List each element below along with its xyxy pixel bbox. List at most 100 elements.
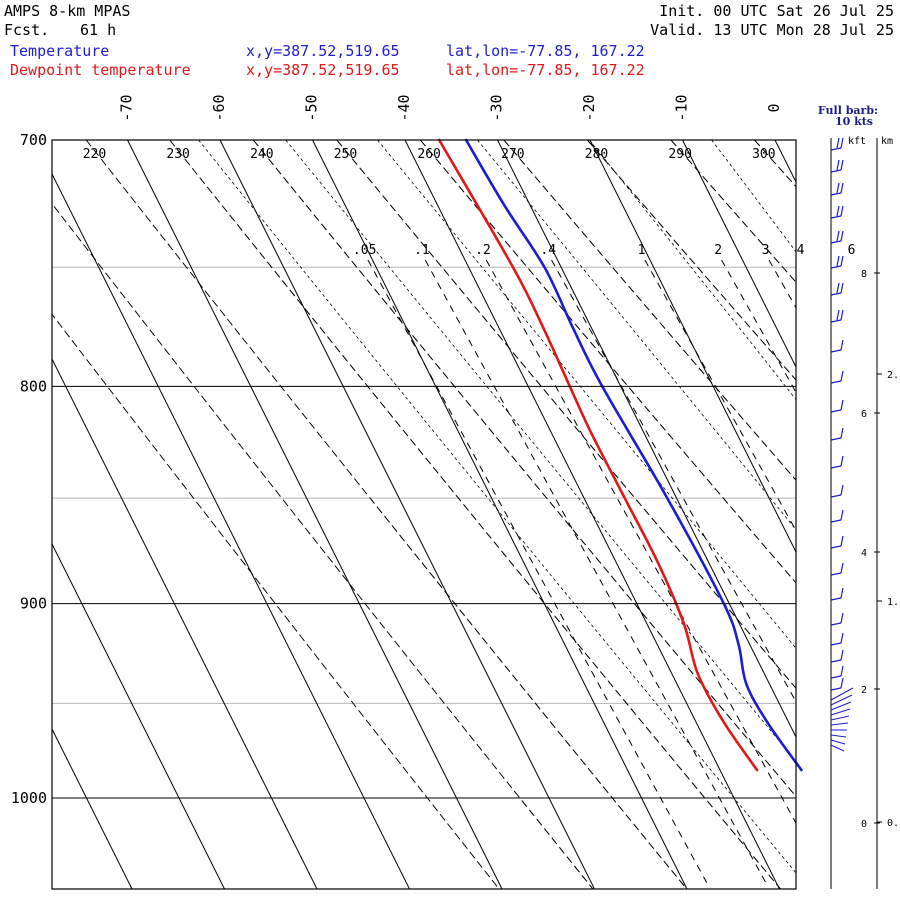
wind-barb: [830, 708, 851, 716]
mixing-ratio-label: .05: [353, 243, 376, 258]
dry-adiabat-label: 290: [668, 147, 691, 162]
isotherm-line: [774, 140, 796, 184]
dewpoint-profile-line: [437, 138, 759, 772]
mixing-ratio-line: [804, 260, 900, 884]
wind-barb: [830, 159, 844, 173]
wind-barb: [830, 455, 844, 469]
wind-barb: [830, 677, 844, 691]
valid-time: Valid. 13 UTC Mon 28 Jul 25: [650, 21, 894, 39]
wind-barb: [830, 649, 844, 663]
legend-temperature-latlon: lat,lon=-77.85, 167.22: [446, 42, 645, 60]
dry-adiabat-line: [52, 202, 594, 889]
dry-adiabat-line: [169, 140, 782, 889]
wind-barb: [830, 612, 844, 626]
legend-dewpoint-xy: x,y=387.52,519.65: [246, 61, 400, 79]
isotherm-line: [219, 140, 595, 889]
mixing-ratio-label: 6: [848, 243, 856, 258]
temperature-tick-label: -50: [303, 94, 321, 121]
temperature-tick-label: -30: [488, 94, 506, 121]
isotherm-line: [52, 357, 318, 889]
wind-barb: [830, 694, 853, 706]
moist-adiabat-line: [285, 140, 796, 762]
temperature-profile-line: [464, 138, 803, 772]
dry-adiabat-label: 220: [83, 147, 106, 162]
km-tick-label: 2.: [887, 370, 899, 381]
forecast-label: Fcst.: [4, 21, 50, 39]
dry-adiabat-label: 260: [417, 147, 440, 162]
dry-adiabat-line: [336, 140, 796, 690]
wind-barb: [830, 744, 845, 752]
isotherm-line: [497, 140, 796, 739]
wind-barb: [830, 509, 844, 523]
isotherm-line: [312, 140, 688, 889]
dry-adiabat-label: 300: [752, 147, 775, 162]
wind-barb: [830, 484, 844, 498]
mixing-ratio-label: 4: [797, 243, 805, 258]
wind-barb: [830, 255, 844, 269]
isotherm-line: [52, 542, 225, 889]
wind-barb: [830, 282, 844, 296]
wind-barb: [830, 587, 844, 601]
wind-barb: [830, 230, 844, 244]
mixing-ratio-line: [644, 259, 796, 532]
isotherm-line: [404, 140, 780, 889]
forecast-hours: 61 h: [80, 21, 117, 39]
dry-adiabat-label: 270: [501, 147, 524, 162]
model-title: AMPS 8-km MPAS: [4, 2, 131, 20]
moist-adiabat-line: [198, 140, 796, 874]
wind-panel-title: Full barb:: [818, 104, 878, 117]
mixing-ratio-label: .1: [414, 243, 430, 258]
moist-adiabat-line: [589, 140, 796, 401]
mixing-ratio-label: 1: [638, 243, 646, 258]
dry-adiabat-line: [503, 140, 796, 481]
wind-barb: [830, 562, 844, 576]
kft-tick-label: 8: [861, 269, 867, 280]
mixing-ratio-line: [367, 259, 708, 885]
mixing-ratio-line: [768, 259, 796, 309]
legend-dewpoint-name: Dewpoint temperature: [10, 61, 191, 79]
wind-barb: [830, 632, 844, 646]
temperature-tick-label: -70: [118, 94, 136, 121]
legend-temperature-xy: x,y=387.52,519.65: [246, 42, 400, 60]
isotherm-line: [589, 140, 796, 554]
moist-adiabat-line: [834, 140, 900, 884]
wind-barb: [830, 205, 844, 219]
legend-dewpoint-latlon: lat,lon=-77.85, 167.22: [446, 61, 645, 79]
mixing-ratio-label: 3: [762, 243, 770, 258]
temperature-tick-label: 0: [765, 103, 783, 112]
isotherm-line: [682, 140, 796, 369]
isotherm-line: [127, 140, 503, 889]
kft-axis-label: kft: [848, 136, 866, 147]
wind-barb: [830, 734, 847, 738]
moist-adiabat-line: [711, 140, 796, 253]
dry-adiabat-line: [419, 140, 796, 584]
wind-barb: [830, 665, 844, 679]
pressure-tick-label: 800: [20, 377, 47, 395]
wind-barb: [830, 339, 844, 353]
kft-tick-label: 6: [861, 409, 867, 420]
isotherm-line: [0, 140, 40, 889]
moist-adiabat-line: [377, 140, 796, 649]
wind-barb: [830, 399, 844, 413]
wind-barb: [830, 427, 844, 441]
dry-adiabat-label: 240: [250, 147, 273, 162]
kft-tick-label: 4: [861, 548, 867, 559]
mixing-ratio-label: .4: [540, 243, 556, 258]
mixing-ratio-line: [485, 259, 796, 825]
pressure-tick-label: 700: [20, 131, 47, 149]
isotherm-line: [52, 172, 410, 889]
dry-adiabat-line: [252, 140, 796, 798]
isotherm-line: [868, 140, 900, 889]
mixing-ratio-line: [551, 259, 796, 703]
wind-barb: [830, 739, 846, 745]
kft-tick-label: 2: [861, 685, 867, 696]
mixing-ratio-line: [721, 259, 796, 394]
wind-barb: [830, 182, 844, 196]
dry-adiabat-line: [670, 140, 796, 283]
wind-panel-units: 10 kts: [835, 115, 873, 128]
plot-frame: [51, 139, 797, 890]
wind-barb: [830, 137, 844, 151]
isotherm-line: [52, 727, 133, 889]
dry-adiabat-label: 230: [166, 147, 189, 162]
